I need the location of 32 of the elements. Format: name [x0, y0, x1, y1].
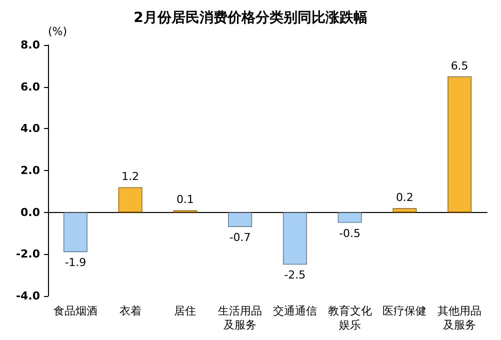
bar	[392, 208, 417, 212]
bar	[118, 187, 142, 212]
data-label: -2.5	[284, 268, 306, 282]
y-axis-title: (%)	[48, 25, 68, 38]
data-label: -0.7	[229, 230, 251, 244]
y-tick-label: -4.0	[16, 290, 40, 302]
data-label: -0.5	[339, 226, 361, 240]
data-label: -1.9	[64, 256, 86, 270]
data-label: 1.2	[122, 170, 140, 184]
x-tick-label: 生活用品及服务	[218, 304, 262, 332]
bar	[63, 212, 88, 252]
x-tick-label: 衣着	[119, 304, 142, 318]
x-tick-label: 其他用品及服务	[438, 304, 482, 332]
data-label: 0.1	[176, 193, 194, 206]
y-tick-label: 0.0	[20, 206, 40, 219]
y-tick-label: 2.0	[20, 164, 40, 177]
bar	[282, 212, 307, 265]
x-tick-label: 教育文化娱乐	[328, 304, 372, 332]
x-tick-label: 食品烟酒	[53, 304, 98, 318]
x-tick-label: 交通通信	[272, 304, 317, 318]
y-tick-label: 4.0	[20, 122, 40, 136]
y-tick-label: 8.0	[20, 38, 40, 52]
bar	[448, 76, 472, 212]
chart-title: 2月份居民消费价格分类别同比涨跌幅	[134, 10, 368, 26]
bar	[338, 212, 362, 223]
y-tick-label: 6.0	[20, 80, 40, 94]
x-tick-label: 医疗保健	[382, 304, 427, 318]
y-tick-label: -2.0	[16, 248, 40, 261]
data-label: 6.5	[450, 59, 468, 72]
data-label: 0.2	[396, 191, 414, 204]
x-tick-label: 居住	[174, 304, 196, 318]
bar	[228, 212, 252, 227]
